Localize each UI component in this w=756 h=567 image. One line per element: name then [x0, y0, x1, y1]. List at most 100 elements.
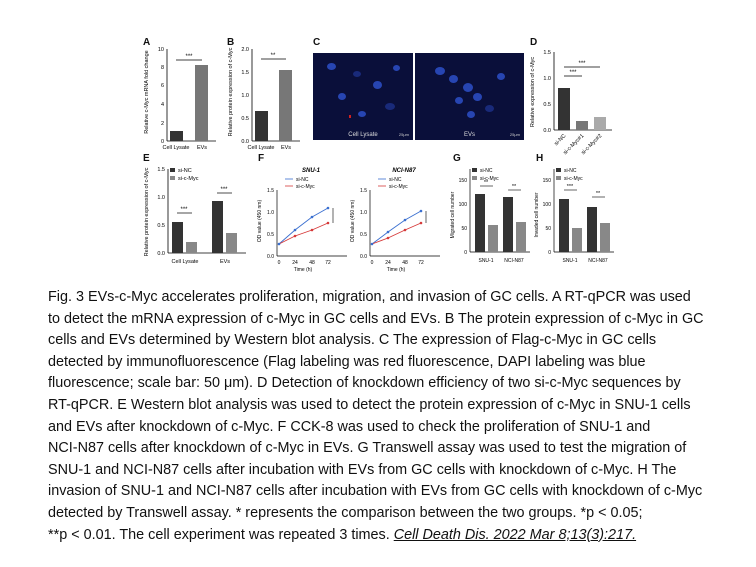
chart-b: Relative protein expression of c-Myc 0.0…: [228, 47, 300, 151]
y-tick: 100: [459, 202, 468, 208]
x-tick: 24: [292, 260, 298, 266]
significance-mark: **: [512, 184, 517, 190]
chart-d: Relative expression of c-Myc 0.0 0.5 1.0…: [530, 50, 612, 156]
y-tick: 0.5: [241, 116, 249, 122]
chart-h: Invaded cell number 0 50 100 150 si-NC s…: [534, 168, 614, 264]
y-tick: 1.0: [543, 76, 551, 82]
bar-evs: [195, 65, 208, 141]
bar-snu1-si-nc: [475, 194, 485, 252]
point-si-c-myc: [310, 228, 314, 232]
caption-line: and EVs after knockdown of c-Myc. F CCK-…: [48, 418, 651, 435]
bar-evs-si-nc: [212, 201, 223, 253]
series-si-c-myc: [278, 222, 329, 245]
legend-swatch: [170, 176, 175, 180]
y-tick: 1.5: [267, 188, 274, 194]
y-tick: 0.0: [157, 251, 165, 257]
legend-swatch: [472, 168, 477, 172]
citation-link[interactable]: Cell Death Dis. 2022 Mar 8;13(3):217.: [393, 526, 637, 543]
caption-line-last: **p < 0.01. The cell experiment was repe…: [48, 525, 753, 547]
x-tick: 0: [371, 260, 374, 266]
x-tick: SNU-1: [478, 258, 493, 264]
point-si-nc: [277, 242, 281, 246]
x-tick: Cell Lysate: [171, 259, 198, 265]
point-si-nc: [326, 206, 330, 210]
scale-bar-label: 25μm: [509, 132, 520, 137]
micrograph-label: Cell Lysate: [348, 132, 378, 138]
y-tick: 0: [161, 139, 164, 145]
significance-mark: ***: [567, 184, 574, 190]
y-tick: 100: [543, 202, 552, 208]
bar-ncin87-si-c-myc: [516, 222, 526, 252]
panel-label-b: B: [227, 37, 235, 48]
series-si-nc: [371, 210, 422, 245]
y-tick: 2: [161, 121, 164, 127]
caption-text: **p < 0.01. The cell experiment was repe…: [48, 526, 394, 543]
bar-cell-lysate-si-nc: [172, 222, 183, 253]
x-tick: 48: [402, 260, 408, 266]
y-tick: 1.5: [241, 70, 249, 76]
panel-label-a: A: [143, 37, 151, 48]
micrograph-label: EVs: [463, 132, 475, 138]
legend-label: si-c-Myc: [389, 184, 408, 190]
micrograph-evs: EVs 25μm: [415, 53, 524, 140]
y-tick: 0.0: [267, 254, 274, 260]
y-tick: 0.0: [241, 139, 249, 145]
legend-label: si-c-Myc: [178, 176, 199, 182]
y-axis-label: Relative protein expression of c-Myc: [228, 47, 234, 136]
significance-mark: ***: [185, 54, 193, 60]
panel-label-d: D: [530, 37, 538, 48]
bar-ncin87-si-nc: [503, 197, 513, 252]
point-si-nc: [310, 215, 314, 219]
panel-label-f: F: [258, 153, 265, 164]
point-si-c-myc: [386, 236, 390, 240]
x-tick: Cell Lysate: [247, 145, 274, 151]
significance-mark: ***: [578, 61, 586, 67]
bar-snu1-si-c-myc: [572, 228, 582, 252]
y-tick: 50: [545, 226, 551, 232]
point-si-nc: [386, 230, 390, 234]
y-tick: 0.0: [543, 128, 551, 134]
y-tick: 1.0: [360, 210, 367, 216]
figure: A Relative c-Myc mRNA fold change 0 2 4 …: [143, 37, 614, 273]
y-tick: 1.0: [267, 210, 274, 216]
point-si-nc: [419, 209, 423, 213]
bar-si-nc: [558, 88, 570, 130]
significance-mark: **: [596, 191, 601, 197]
point-si-c-myc: [326, 221, 330, 225]
y-tick: 0.5: [360, 232, 367, 238]
x-tick: 24: [385, 260, 391, 266]
chart-f-snu1: SNU-1 si-NC si-c-Myc OD value (450 nm) 0…: [257, 168, 347, 273]
y-tick: 2.0: [241, 47, 249, 53]
significance-mark: **: [271, 53, 276, 59]
y-tick: 0.5: [157, 223, 165, 229]
bar-cell-lysate: [255, 111, 268, 141]
panel-label-e: E: [143, 153, 150, 164]
series-si-c-myc: [371, 222, 422, 245]
significance-mark: ***: [220, 187, 228, 193]
caption-line: cells and EVs determined by Western blot…: [48, 332, 657, 349]
caption-line: invasion of SNU-1 and NCI-N87 cells afte…: [48, 483, 703, 500]
bar-si-c-myc-2: [594, 117, 606, 130]
x-tick: Cell Lysate: [162, 145, 189, 151]
y-axis-label: Invaded cell number: [534, 192, 540, 237]
panel-label-h: H: [536, 153, 544, 164]
y-tick: 50: [461, 226, 467, 232]
chart-f-ncin87: NCI-N87 si-NC si-c-Myc OD value (450 nm)…: [350, 168, 440, 273]
x-axis-label: Time (h): [387, 267, 406, 273]
y-tick: 0.5: [267, 232, 274, 238]
y-axis-label: Relative c-Myc mRNA fold change: [144, 50, 150, 133]
chart-e: Relative protein expression of c-Myc 0.0…: [144, 167, 246, 265]
bar-si-c-myc-1: [576, 121, 588, 130]
bar-snu1-si-c-myc: [488, 225, 498, 252]
legend-label: si-NC: [389, 177, 402, 183]
y-tick: 150: [543, 178, 552, 184]
legend-swatch: [472, 176, 477, 180]
bar-cell-lysate-si-c-myc: [186, 242, 197, 253]
micrograph-cell-lysate: Cell Lysate 25μm: [313, 53, 413, 140]
caption-line: NCI-N87 cells after knockdown of c-Myc i…: [48, 440, 687, 457]
caption-line: Fig. 3 EVs-c-Myc accelerates proliferati…: [48, 289, 691, 305]
point-si-c-myc: [403, 228, 407, 232]
y-tick: 0: [548, 250, 551, 256]
point-si-c-myc: [419, 221, 423, 225]
x-tick: 0: [278, 260, 281, 266]
